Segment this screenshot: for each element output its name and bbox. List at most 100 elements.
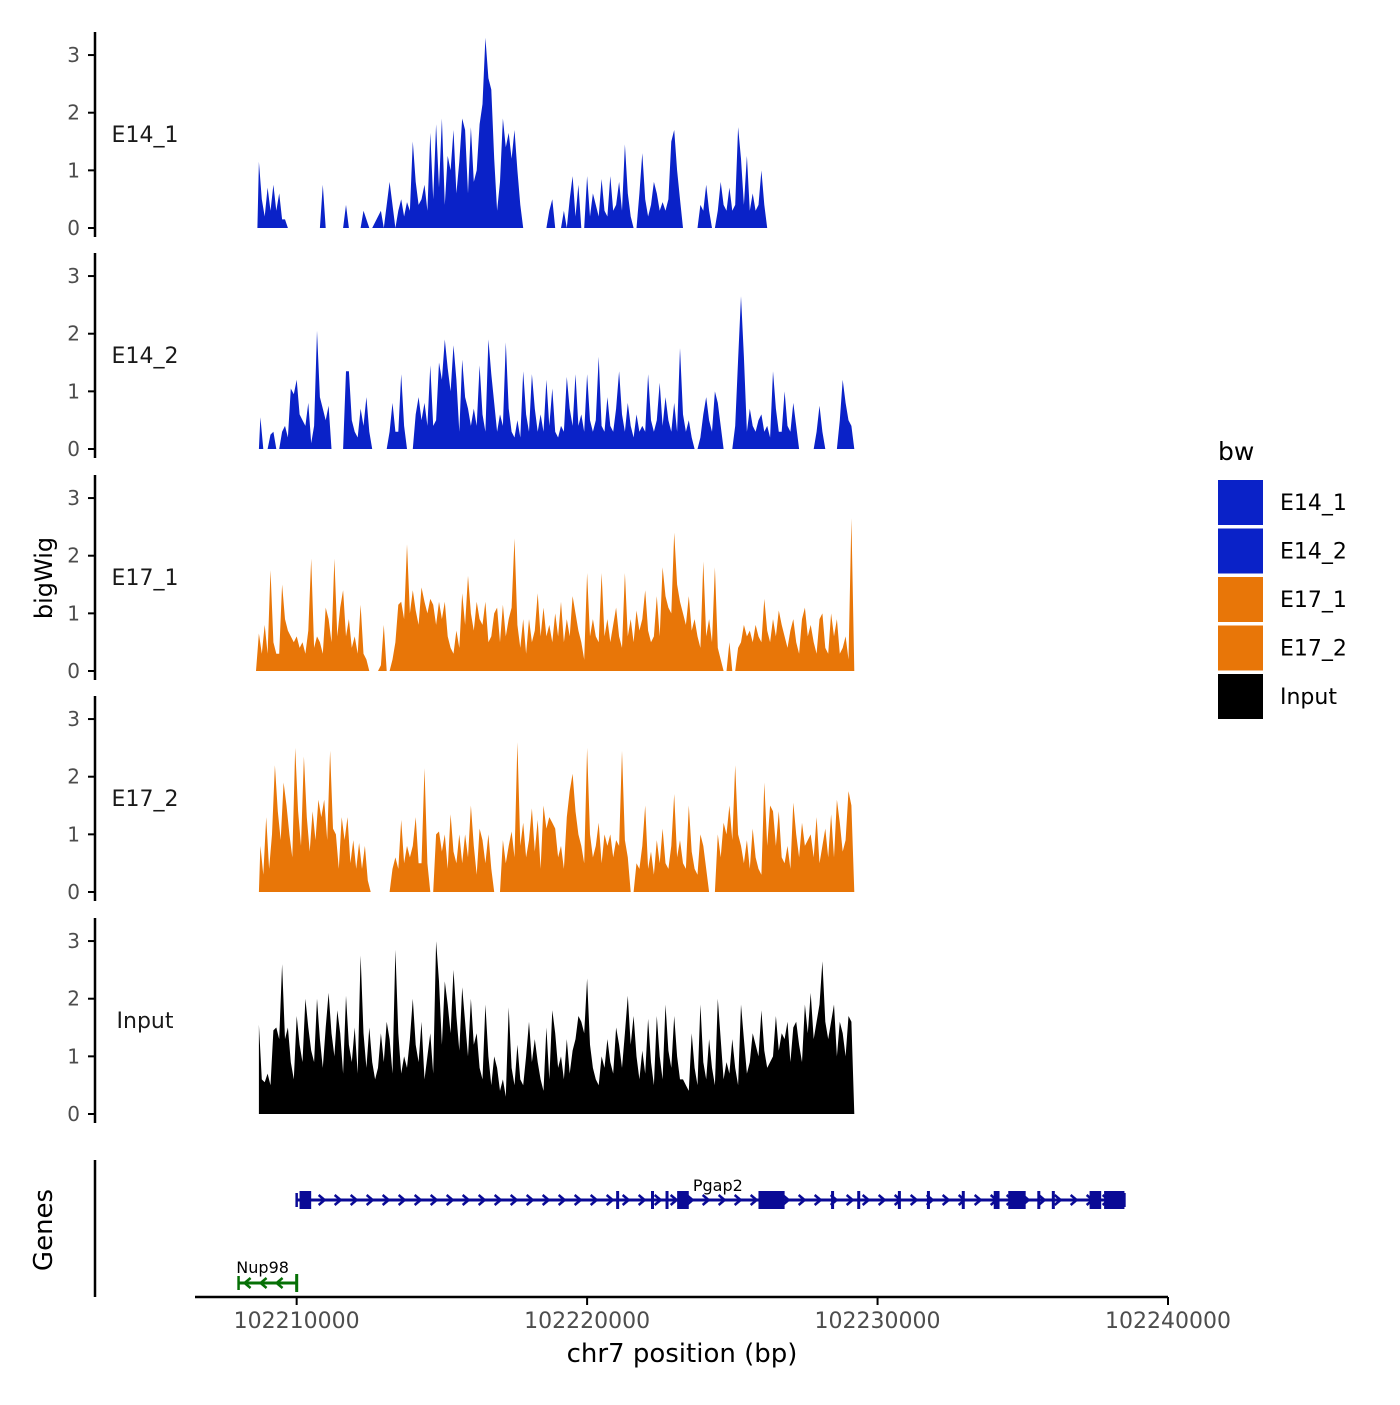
gene-strand-arrow [1069,1194,1079,1206]
track-area-input [258,941,855,1114]
legend-label: Input [1280,685,1337,710]
gene-strand-arrow [589,1194,599,1206]
track-area-e17-1 [256,518,855,671]
gene-strand-arrow [258,1277,268,1289]
x-tick-label: 102220000 [524,1309,650,1334]
gene-strand-arrow [365,1194,375,1206]
y-tick-label: 2 [67,765,80,789]
y-tick-label: 3 [67,707,80,731]
track-label: Input [117,1009,174,1034]
gene-strand-arrow [1053,1194,1063,1206]
legend-key-e14-2 [1218,528,1263,574]
gene-strand-arrow [242,1277,252,1289]
gene-exon [651,1191,655,1209]
genes-panel: Pgap2 Nup98 [93,1160,1126,1297]
gene-exon [926,1191,930,1209]
y-tick-label: 0 [67,437,80,461]
gene-pgap2: Pgap2 [295,1176,1126,1209]
gene-strand-arrow [701,1194,711,1206]
gene-strand-arrow [717,1194,727,1206]
y-axis-title: bigWig [30,537,58,619]
gene-strand-arrow [733,1194,743,1206]
gene-strand-arrow [861,1194,871,1206]
legend-key-input [1218,674,1263,719]
y-tick-label: 2 [67,987,80,1011]
y-tick-label: 1 [67,158,80,182]
gene-strand-arrow [349,1194,359,1206]
legend-key-e17-2 [1218,625,1263,671]
genes-panel-title: Genes [29,1189,59,1271]
gene-strand-arrow [493,1194,503,1206]
track-area-e14-2 [258,296,855,449]
legend-label: E17_1 [1280,588,1347,613]
y-tick-label: 2 [67,101,80,125]
y-tick-label: 1 [67,822,80,846]
track-area-e14-1 [257,37,768,228]
x-axis: 102210000 102220000 102230000 102240000 [195,1295,1231,1334]
x-tick-label: 102240000 [1105,1309,1231,1334]
gene-strand-arrow [797,1194,807,1206]
y-tick-label: 0 [67,216,80,240]
track-label: E14_2 [112,344,179,369]
gene-strand-arrow [445,1194,455,1206]
track-area-e17-2 [258,742,855,892]
gene-exon [1008,1191,1026,1209]
tracks: 0 1 2 3 E14_1 0 1 2 3 E14_2 0 1 2 3 E17_1 0 1 2 3 E17_2 0 1 2 3… [67,32,855,1126]
track-e17-1: 0 1 2 3 E17_1 [67,475,855,683]
gene-exon [831,1191,835,1209]
gene-exon [1104,1191,1125,1209]
y-tick-label: 2 [67,544,80,568]
legend: bw E14_1 E14_2 E17_1 E17_2 Input [1218,437,1347,719]
gene-strand-arrow [557,1194,567,1206]
y-tick-label: 1 [67,379,80,403]
y-tick-label: 3 [67,43,80,67]
legend-label: E14_1 [1280,491,1347,516]
gene-label: Pgap2 [693,1176,743,1195]
gene-strand-arrow [621,1194,631,1206]
gene-exon [857,1191,861,1209]
gene-strand-arrow [509,1194,519,1206]
gene-exon [665,1191,669,1209]
track-input: 0 1 2 3 Input [67,918,855,1126]
gene-strand-arrow [877,1194,887,1206]
gene-strand-arrow [605,1194,615,1206]
gene-strand-arrow [573,1194,583,1206]
y-tick-label: 1 [67,601,80,625]
y-tick-label: 1 [67,1044,80,1068]
y-tick-label: 0 [67,1102,80,1126]
gene-exon [677,1191,689,1209]
gene-exon [1037,1191,1041,1209]
gene-strand-arrow [973,1194,983,1206]
y-tick-label: 2 [67,322,80,346]
gene-strand-arrow [669,1194,679,1206]
gene-strand-arrow [749,1194,759,1206]
track-e17-2: 0 1 2 3 E17_2 [67,696,855,904]
gene-strand-arrow [909,1194,919,1206]
gene-strand-arrow [333,1194,343,1206]
gene-strand-arrow [317,1194,327,1206]
gene-label: Nup98 [236,1258,289,1277]
track-e14-2: 0 1 2 3 E14_2 [67,253,855,461]
y-tick-label: 3 [67,264,80,288]
gene-strand-arrow [653,1194,663,1206]
gene-strand-arrow [477,1194,487,1206]
gene-exon [1089,1191,1102,1209]
gene-strand-arrow [541,1194,551,1206]
legend-key-e14-1 [1218,480,1263,525]
gene-exon [897,1191,901,1209]
y-tick-label: 3 [67,929,80,953]
gene-exon [993,1191,1000,1209]
x-axis-title: chr7 position (bp) [567,1339,798,1369]
legend-title: bw [1218,437,1254,466]
gene-exon [961,1191,965,1209]
y-tick-label: 0 [67,880,80,904]
x-tick-label: 102230000 [815,1309,941,1334]
x-tick-label: 102210000 [234,1309,360,1334]
gene-strand-arrow [781,1194,791,1206]
track-label: E17_2 [112,787,179,812]
gene-strand-arrow [845,1194,855,1206]
gene-exon [616,1191,620,1209]
legend-label: E14_2 [1280,540,1347,565]
